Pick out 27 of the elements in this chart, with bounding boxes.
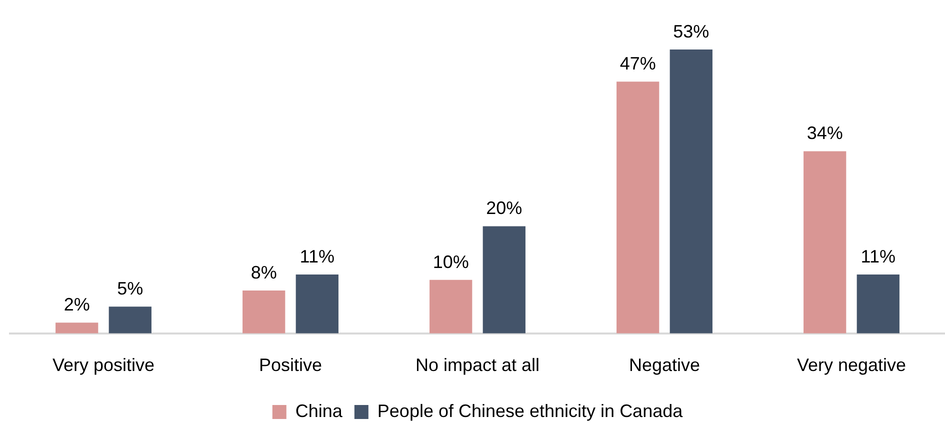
legend-label: People of Chinese ethnicity in Canada <box>377 400 684 421</box>
bar <box>56 322 98 334</box>
bar <box>670 49 712 334</box>
data-label: 10% <box>432 252 469 272</box>
x-tick-label: Positive <box>258 355 322 376</box>
data-label: 5% <box>117 278 144 299</box>
data-label: 11% <box>300 246 334 266</box>
data-label: 47% <box>620 54 656 74</box>
bar <box>616 82 660 334</box>
bar <box>482 226 526 334</box>
x-tick-label: Very positive <box>52 355 155 376</box>
data-label: 11% <box>860 246 896 266</box>
bar <box>296 274 338 334</box>
bar <box>856 274 900 334</box>
data-label: 34% <box>806 123 843 144</box>
bar <box>242 290 286 334</box>
bar <box>430 280 472 334</box>
x-tick-label: No impact at all <box>415 355 540 376</box>
bar <box>108 306 152 334</box>
x-tick-label: Very negative <box>796 355 906 376</box>
x-tick-label: Negative <box>628 355 700 376</box>
data-label: 20% <box>486 198 522 218</box>
data-label: 8% <box>250 262 277 283</box>
data-label: 53% <box>673 21 710 42</box>
bar <box>804 151 846 334</box>
data-label: 2% <box>64 294 90 315</box>
legend-label: China <box>295 400 344 421</box>
